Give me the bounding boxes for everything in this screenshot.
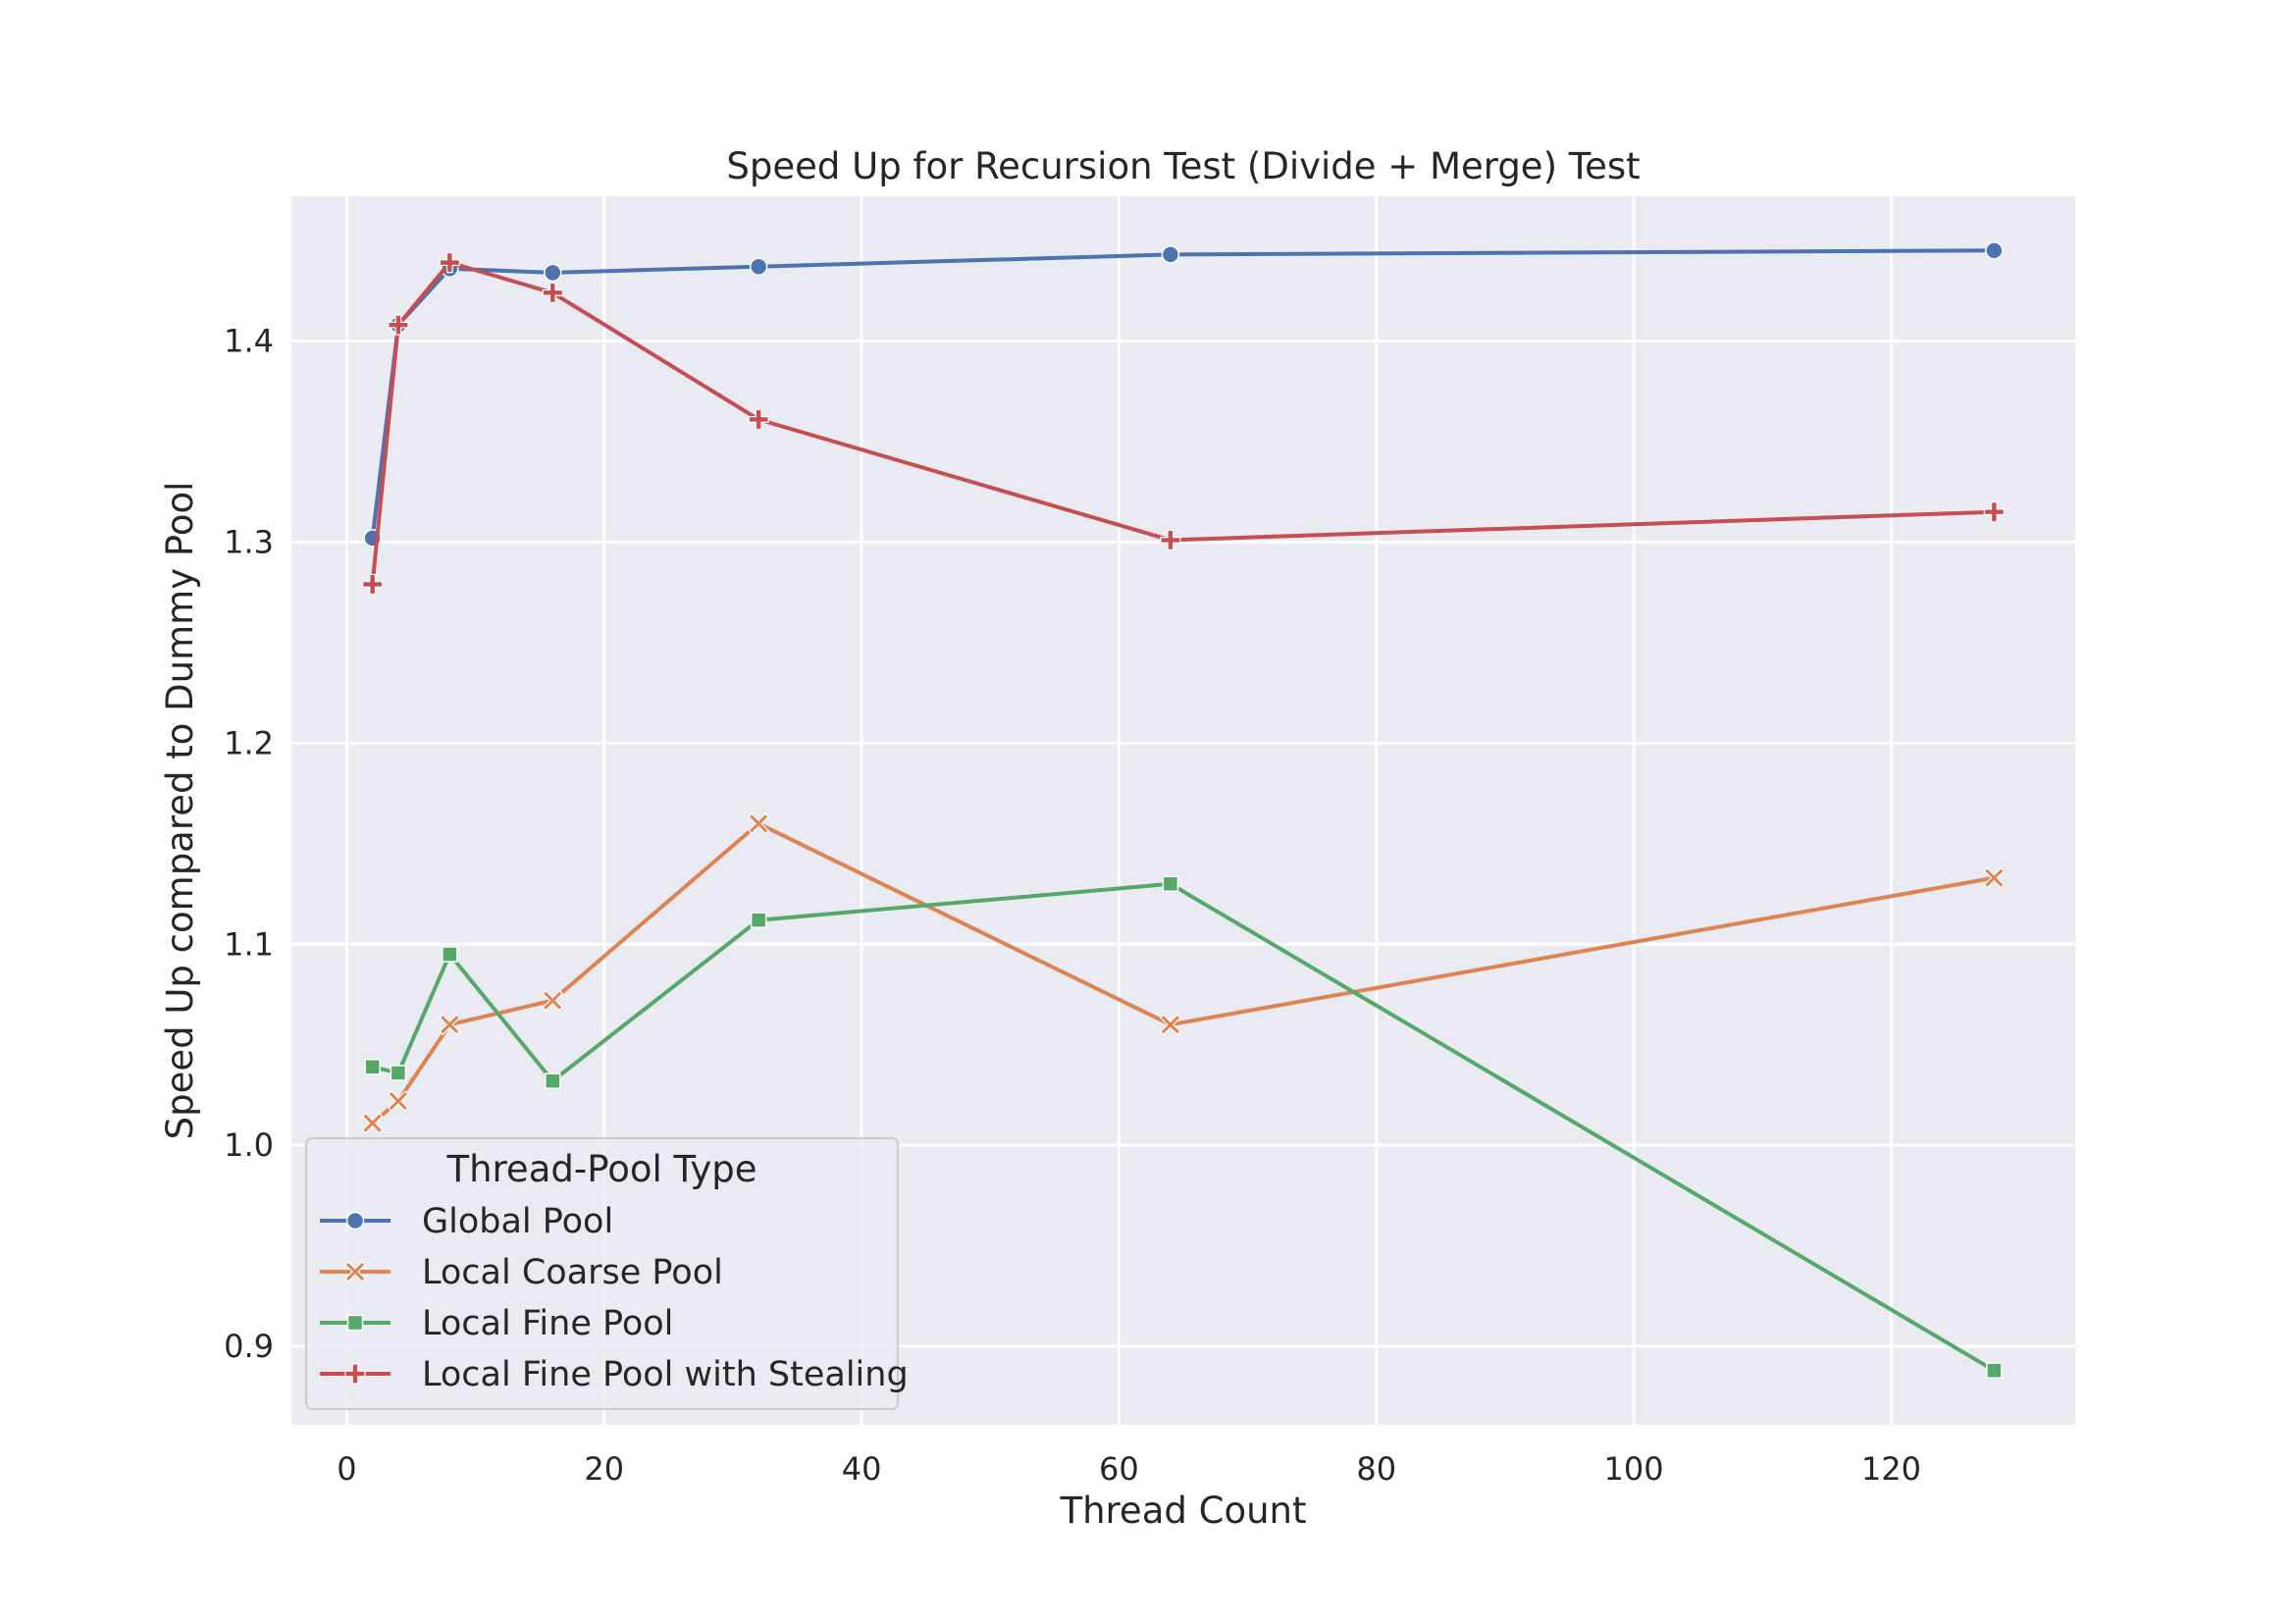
legend-title: Thread-Pool Type — [445, 1148, 757, 1190]
series-3 — [362, 252, 2005, 596]
data-point — [364, 1059, 381, 1075]
legend-item: Local Coarse Pool — [320, 1253, 723, 1292]
legend-item: Local Fine Pool with Stealing — [320, 1355, 909, 1394]
data-point — [1983, 501, 2005, 523]
data-point — [749, 257, 768, 276]
data-point — [750, 912, 767, 928]
data-point — [1161, 245, 1180, 264]
data-point — [439, 1014, 461, 1036]
legend-swatch-marker — [344, 1261, 366, 1283]
legend-box — [305, 1137, 899, 1410]
x-tick-label: 120 — [1861, 1450, 1921, 1488]
legend-label: Local Coarse Pool — [422, 1253, 723, 1292]
series-layer — [361, 241, 2006, 1379]
y-tick-label: 1.3 — [224, 523, 274, 560]
grid — [291, 196, 2075, 1425]
legend-swatch-marker — [345, 1211, 365, 1230]
legend-swatch-marker — [346, 1314, 364, 1332]
data-point — [542, 989, 564, 1012]
data-point — [544, 263, 562, 283]
x-tick-label: 0 — [337, 1450, 356, 1488]
data-point — [748, 812, 769, 835]
legend-item: Local Fine Pool — [320, 1304, 673, 1343]
legend-label: Local Fine Pool — [422, 1304, 673, 1343]
legend-label: Global Pool — [422, 1202, 613, 1241]
data-point — [1160, 1014, 1181, 1036]
y-tick-label: 1.1 — [224, 925, 274, 963]
data-point — [1986, 1362, 2003, 1379]
series-1 — [361, 812, 2006, 1134]
data-point — [1162, 875, 1179, 893]
data-point — [362, 573, 384, 596]
data-point — [388, 314, 409, 336]
axis-ticks: 0 20 40 60 80 100 120 0.9 1.0 1.1 1.2 1.3 1.4 — [224, 323, 1921, 1488]
x-tick-label: 40 — [842, 1450, 882, 1488]
data-point — [1985, 241, 2004, 260]
series-2 — [364, 875, 2003, 1379]
data-point — [1983, 866, 2006, 889]
legend-item: Global Pool — [320, 1202, 613, 1241]
data-point — [388, 1090, 409, 1112]
data-point — [1160, 529, 1181, 550]
x-tick-label: 100 — [1604, 1450, 1664, 1488]
data-point — [542, 282, 563, 303]
y-tick-label: 1.2 — [224, 724, 274, 761]
data-point — [442, 946, 458, 963]
data-point — [545, 1073, 561, 1089]
x-axis-label: Thread Count — [1059, 1490, 1306, 1532]
chart-title: Speed Up for Recursion Test (Divide + Me… — [726, 145, 1640, 187]
x-tick-label: 20 — [584, 1450, 624, 1488]
data-point — [748, 408, 769, 431]
x-tick-label: 80 — [1356, 1450, 1396, 1488]
legend-label: Local Fine Pool with Stealing — [422, 1355, 909, 1394]
y-tick-label: 1.0 — [224, 1126, 274, 1164]
legend-swatch-marker — [344, 1363, 366, 1385]
data-point — [439, 252, 460, 274]
y-tick-label: 0.9 — [224, 1328, 274, 1365]
y-axis-label: Speed Up compared to Dummy Pool — [159, 482, 201, 1140]
y-tick-label: 1.4 — [224, 323, 274, 360]
data-point — [361, 1112, 384, 1134]
x-tick-label: 60 — [1099, 1450, 1139, 1488]
data-point — [390, 1065, 407, 1081]
legend: Thread-Pool Type Global Pool Local Coarse … — [305, 1137, 909, 1410]
